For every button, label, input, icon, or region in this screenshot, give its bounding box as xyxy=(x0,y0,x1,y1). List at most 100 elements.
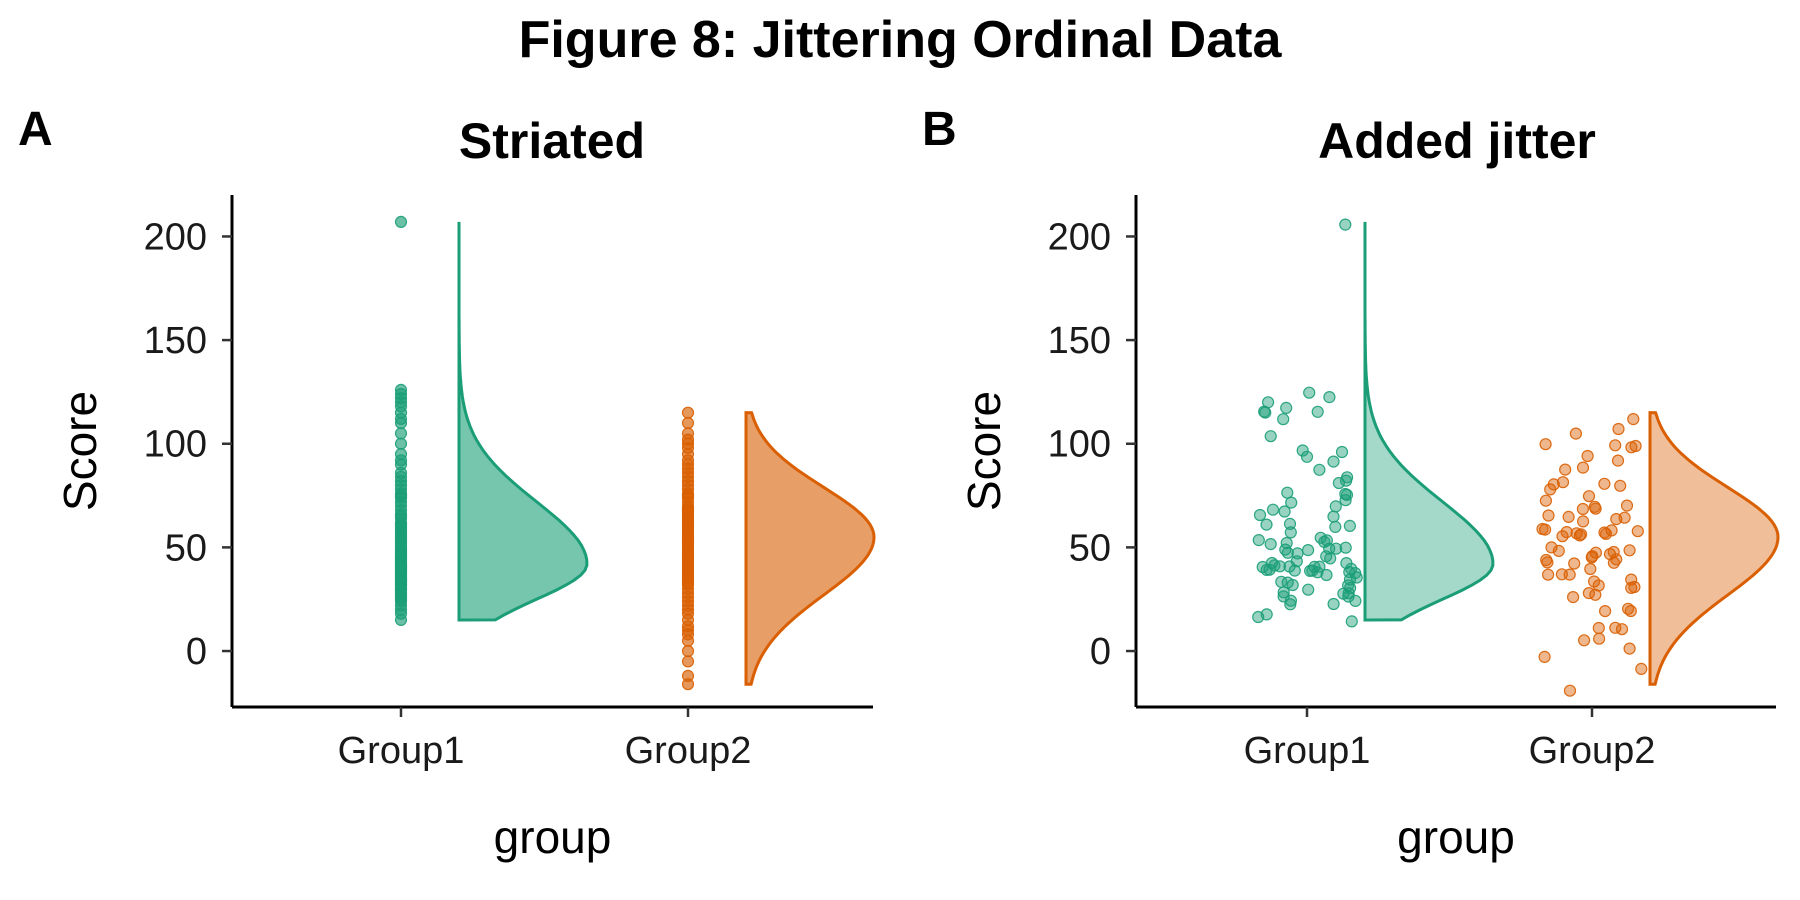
data-point xyxy=(1555,568,1569,581)
data-point xyxy=(1559,463,1572,476)
data-point xyxy=(1280,401,1293,414)
data-point xyxy=(394,437,408,450)
data-point xyxy=(1259,406,1272,419)
y-axis-title: Score xyxy=(958,391,1010,511)
x-tick-label-group1: Group1 xyxy=(338,730,465,772)
data-point xyxy=(1569,427,1583,440)
density-cloud-group1 xyxy=(1363,221,1495,622)
data-point xyxy=(1252,533,1265,547)
data-point xyxy=(1536,522,1549,536)
data-point xyxy=(1275,575,1288,588)
data-point xyxy=(394,383,408,396)
x-tick-label-group2: Group2 xyxy=(1529,730,1656,772)
data-point xyxy=(1323,391,1336,404)
data-point xyxy=(394,448,408,461)
figure-title: Figure 8: Jittering Ordinal Data xyxy=(518,11,1282,69)
data-point xyxy=(681,644,695,658)
data-point xyxy=(1339,494,1352,507)
data-point xyxy=(1308,560,1321,574)
data-point xyxy=(1562,510,1575,524)
data-point xyxy=(1327,455,1340,468)
data-point xyxy=(1252,610,1265,624)
data-point xyxy=(1625,573,1638,586)
data-point xyxy=(1631,525,1644,538)
data-point xyxy=(1582,490,1596,503)
data-point xyxy=(1349,594,1362,608)
data-point xyxy=(1329,500,1342,513)
data-point xyxy=(1614,479,1627,492)
data-point xyxy=(1320,550,1333,563)
data-point xyxy=(1612,422,1625,436)
data-point xyxy=(1609,621,1622,634)
data-point xyxy=(1620,499,1634,512)
data-point xyxy=(1264,430,1277,443)
data-point xyxy=(1589,546,1603,559)
data-point xyxy=(1603,547,1617,561)
panel-title: Striated xyxy=(459,113,645,169)
data-point xyxy=(1313,463,1326,476)
data-point xyxy=(1541,568,1555,581)
data-point xyxy=(1635,662,1648,676)
data-point xyxy=(1320,534,1334,547)
data-point xyxy=(1582,586,1596,600)
data-point xyxy=(681,655,695,668)
y-tick-label: 200 xyxy=(144,216,207,258)
data-point xyxy=(1302,583,1315,596)
data-point xyxy=(1327,510,1340,523)
data-point xyxy=(1547,478,1560,491)
data-point xyxy=(1576,461,1590,474)
data-point xyxy=(1286,578,1299,592)
data-point xyxy=(1283,517,1297,531)
data-point xyxy=(1339,487,1352,501)
data-point xyxy=(1576,515,1590,528)
data-point xyxy=(1568,557,1581,570)
x-tick-label-group2: Group2 xyxy=(625,730,752,772)
density-cloud-group2 xyxy=(1648,411,1780,686)
data-point xyxy=(1577,634,1591,647)
data-point xyxy=(1623,642,1636,655)
y-tick-label: 100 xyxy=(1048,424,1111,466)
data-point xyxy=(1592,621,1605,635)
data-point xyxy=(1340,471,1354,484)
data-point xyxy=(1343,519,1357,533)
data-point xyxy=(1284,594,1298,607)
data-point xyxy=(1576,502,1590,516)
density-cloud-group2 xyxy=(744,411,876,686)
data-point xyxy=(1261,396,1275,409)
density-cloud-group1 xyxy=(457,221,589,622)
data-point xyxy=(681,669,695,683)
data-point xyxy=(1584,562,1597,576)
data-point xyxy=(1623,544,1636,557)
data-point xyxy=(1605,524,1618,537)
data-point xyxy=(1327,597,1340,611)
y-tick-label: 0 xyxy=(186,631,207,673)
data-point xyxy=(1303,386,1316,399)
y-axis-title: Score xyxy=(54,391,106,511)
x-tick-label-group1: Group1 xyxy=(1244,730,1371,772)
data-point xyxy=(1340,556,1353,570)
data-point xyxy=(1538,650,1551,664)
data-point xyxy=(681,406,695,419)
data-point xyxy=(1278,505,1291,518)
data-point xyxy=(1345,615,1358,628)
data-point xyxy=(394,427,408,440)
data-point xyxy=(1625,441,1638,454)
data-point xyxy=(1539,494,1553,507)
data-point xyxy=(1563,684,1577,697)
data-point xyxy=(1301,543,1315,557)
data-point xyxy=(1277,413,1290,426)
data-point xyxy=(1609,439,1622,452)
y-tick-label: 150 xyxy=(144,320,207,362)
data-point xyxy=(1343,581,1357,595)
panel-tag-B: B xyxy=(922,103,957,156)
y-tick-label: 100 xyxy=(144,424,207,466)
data-point xyxy=(1320,568,1333,582)
data-point xyxy=(1542,509,1555,522)
x-axis-title: group xyxy=(1397,811,1515,863)
data-point xyxy=(1589,502,1602,515)
data-point xyxy=(1581,449,1594,463)
data-point xyxy=(1335,445,1349,459)
data-point xyxy=(1339,541,1352,554)
y-tick-label: 150 xyxy=(1048,320,1111,362)
data-point xyxy=(1264,537,1277,551)
